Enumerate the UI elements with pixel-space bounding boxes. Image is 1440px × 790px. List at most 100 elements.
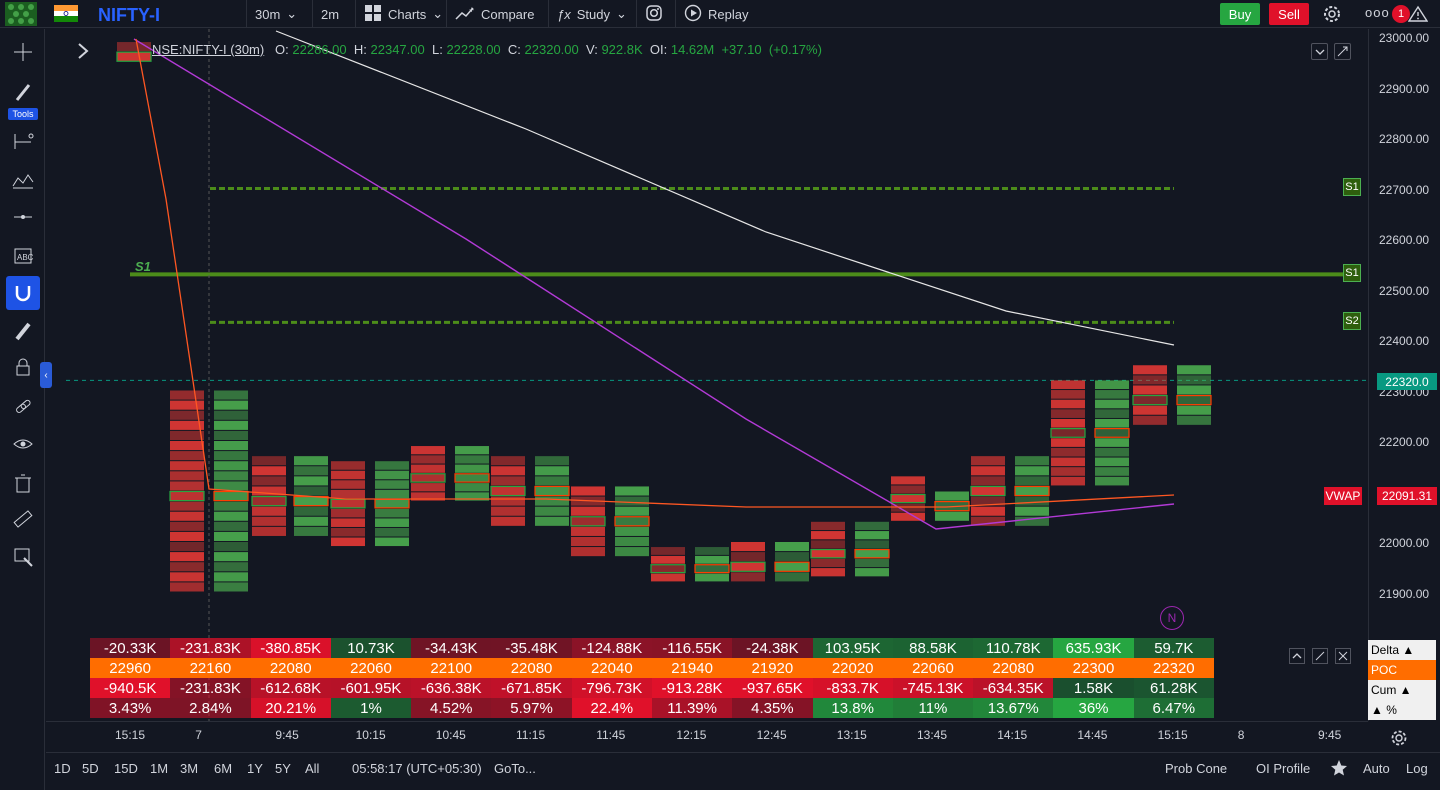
footprint-cell: [491, 506, 525, 516]
study-button[interactable]: ƒx Study ⌄: [548, 0, 634, 28]
chart-pane[interactable]: [46, 29, 1368, 721]
footprint-cell: [214, 552, 248, 562]
footprint-cell: [252, 516, 286, 526]
range-button-1y[interactable]: 1Y: [247, 761, 263, 776]
footprint-cell: [170, 471, 204, 481]
time-tick-label: 15:15: [115, 728, 146, 742]
star-icon[interactable]: [1330, 759, 1348, 780]
footprint-cell: [214, 410, 248, 420]
interval-selector[interactable]: 30m ⌄: [246, 0, 308, 28]
footprint-poc: [650, 564, 686, 574]
legend-symbol[interactable]: NSE:NIFTY-I (30m): [152, 42, 265, 57]
lock-icon[interactable]: [6, 350, 40, 384]
legend-cum[interactable]: Cum ▲: [1368, 680, 1436, 700]
stats-cell: 22060: [330, 658, 412, 678]
chevron-down-icon[interactable]: [1311, 43, 1328, 60]
eraser-icon[interactable]: [6, 314, 40, 348]
prob-cone-button[interactable]: Prob Cone: [1165, 761, 1228, 776]
trendline-icon[interactable]: [6, 124, 40, 158]
expand-icon[interactable]: [1312, 648, 1328, 664]
alert-count-badge[interactable]: 1: [1392, 5, 1410, 23]
magnet-icon[interactable]: [6, 276, 40, 310]
range-button-15d[interactable]: 15D: [114, 761, 138, 776]
footprint-cell: [971, 466, 1005, 476]
charts-label: Charts: [388, 6, 427, 22]
range-button-1m[interactable]: 1M: [150, 761, 169, 776]
footprint-cell: [1133, 415, 1167, 425]
goto-button[interactable]: GoTo...: [494, 761, 536, 776]
charts-button[interactable]: Charts ⌄: [355, 0, 443, 28]
footprint-chart[interactable]: [46, 29, 1368, 721]
vwap-label: VWAP: [1324, 487, 1362, 505]
left-collapse-handle[interactable]: ‹: [40, 362, 52, 388]
price-axis[interactable]: 23000.00 22900.00 22800.00 22700.00 22600.00…: [1368, 29, 1440, 721]
ruler-icon[interactable]: [6, 502, 40, 536]
footprint-cell: [170, 481, 204, 491]
chevron-up-icon[interactable]: [1289, 648, 1305, 664]
footprint-cell: [214, 501, 248, 511]
stats-cell: -612.68K: [250, 678, 331, 698]
legend-poc[interactable]: POC: [1368, 660, 1436, 680]
footprint-cell: [331, 499, 365, 508]
pattern-icon[interactable]: [6, 162, 40, 196]
legend-pct[interactable]: ▲ %: [1368, 700, 1436, 720]
legend-delta[interactable]: Delta ▲: [1368, 640, 1436, 660]
footprint-cell: [214, 441, 248, 451]
time-axis[interactable]: 15:15 7 9:45 10:15 10:45 11:15 11:45 12:15 12:45…: [46, 721, 1368, 751]
horizontal-line-icon[interactable]: [6, 200, 40, 234]
maximize-icon[interactable]: [1334, 43, 1351, 60]
crosshair-icon[interactable]: [6, 35, 40, 69]
range-button-5y[interactable]: 5Y: [275, 761, 291, 776]
footprint-cell: [170, 501, 204, 511]
auto-scale-button[interactable]: Auto: [1363, 761, 1390, 776]
range-button-5d[interactable]: 5D: [82, 761, 99, 776]
footprint-cell: [1133, 405, 1167, 415]
news-marker[interactable]: N: [1160, 606, 1184, 630]
log-scale-button[interactable]: Log: [1406, 761, 1428, 776]
compare-button[interactable]: + Compare: [446, 0, 544, 28]
more-icon[interactable]: ooo: [1365, 5, 1390, 20]
price-tick-label: 21900.00: [1379, 586, 1430, 601]
gear-icon[interactable]: [1322, 4, 1342, 29]
collapse-legend-icon[interactable]: [76, 42, 90, 65]
footprint-cell: [535, 456, 569, 466]
app-logo-icon[interactable]: [0, 0, 42, 28]
range-button-6m[interactable]: 6M: [214, 761, 233, 776]
stats-cell: -940.5K: [90, 678, 171, 698]
footprint-cell: [1095, 457, 1129, 467]
pencil-icon[interactable]: [6, 75, 40, 109]
trash-icon[interactable]: [6, 466, 40, 500]
settings-gear-icon[interactable]: [1390, 729, 1408, 752]
footprint-cell: [170, 461, 204, 471]
symbol-search[interactable]: NIFTY-I: [98, 5, 160, 25]
sell-button[interactable]: Sell: [1269, 3, 1309, 25]
range-button-1d[interactable]: 1D: [54, 761, 71, 776]
close-icon[interactable]: [1335, 648, 1351, 664]
footprint-cell: [252, 496, 286, 506]
time-tick-label: 11:45: [596, 728, 626, 742]
footprint-cell: [571, 536, 605, 547]
range-button-3m[interactable]: 3M: [180, 761, 199, 776]
footprint-cell: [214, 511, 248, 521]
interval-2m-button[interactable]: 2m: [312, 0, 354, 28]
stats-cell: -937.65K: [732, 678, 813, 698]
footprint-cell: [411, 464, 445, 473]
stats-row-pct: 3.43% 2.84% 20.21% 1% 4.52% 5.97% 22.4% 11.39% 4…: [90, 698, 1214, 718]
zoom-in-icon[interactable]: [6, 540, 40, 574]
link-icon[interactable]: [6, 389, 40, 423]
eye-icon[interactable]: [6, 427, 40, 461]
moving-average-white: [275, 30, 1175, 346]
text-annotation-icon[interactable]: ABC: [6, 238, 40, 272]
time-tick-label: 14:15: [997, 728, 1028, 742]
stats-cell: -671.85K: [491, 678, 572, 698]
warning-icon[interactable]: [1407, 5, 1429, 28]
footprint-cell: [331, 518, 365, 527]
oi-profile-button[interactable]: OI Profile: [1256, 761, 1311, 776]
buy-button[interactable]: Buy: [1220, 3, 1260, 25]
replay-button[interactable]: Replay: [675, 0, 759, 28]
range-button-all[interactable]: All: [305, 761, 320, 776]
instagram-button[interactable]: [636, 0, 672, 28]
footprint-cell: [1177, 375, 1211, 385]
footprint-cell: [491, 516, 525, 526]
footprint-cell: [1051, 467, 1085, 476]
